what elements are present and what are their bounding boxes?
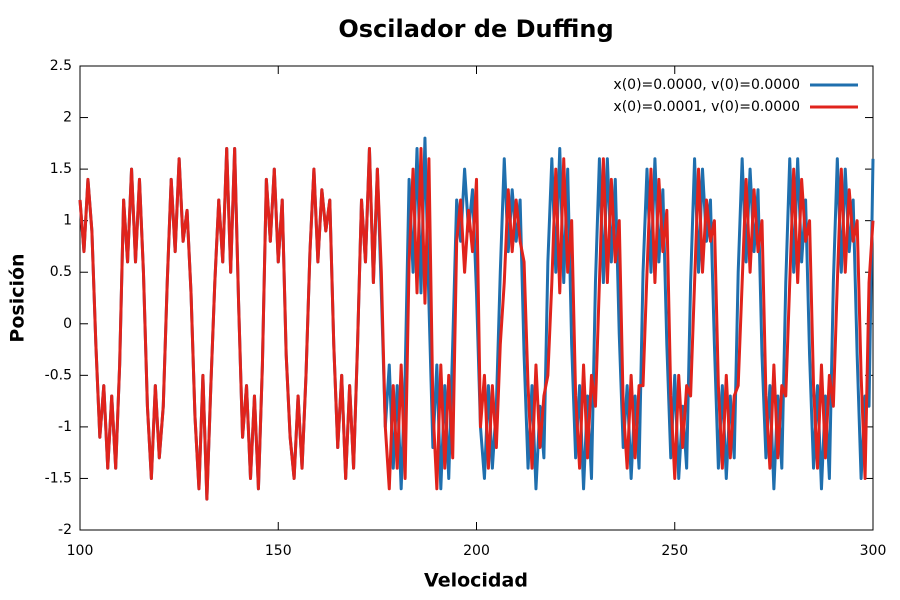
y-tick-label: 0 <box>63 316 72 332</box>
y-axis-label: Posición <box>7 253 29 342</box>
y-tick-label: 2 <box>63 110 72 126</box>
x-tick-label: 150 <box>265 543 292 559</box>
x-tick-label: 300 <box>860 543 887 559</box>
y-tick-label: 1.5 <box>50 161 72 177</box>
y-tick-label: 1 <box>63 213 72 229</box>
x-tick-label: 250 <box>661 543 688 559</box>
y-tick-label: -0.5 <box>45 367 72 383</box>
y-tick-label: 0.5 <box>50 264 72 280</box>
y-tick-label: -1 <box>58 419 72 435</box>
data-line <box>78 146 875 501</box>
x-tick-label: 100 <box>67 543 94 559</box>
y-tick-label: -1.5 <box>45 470 72 486</box>
y-tick-label: -2 <box>58 522 72 538</box>
chart-title: Oscilador de Duffing <box>338 15 613 43</box>
y-tick-label: 2.5 <box>50 58 72 74</box>
x-axis-label: Velocidad <box>424 570 528 592</box>
x-tick-label: 200 <box>463 543 490 559</box>
legend-label: x(0)=0.0000, v(0)=0.0000 <box>613 77 800 93</box>
legend-label: x(0)=0.0001, v(0)=0.0000 <box>613 99 800 115</box>
